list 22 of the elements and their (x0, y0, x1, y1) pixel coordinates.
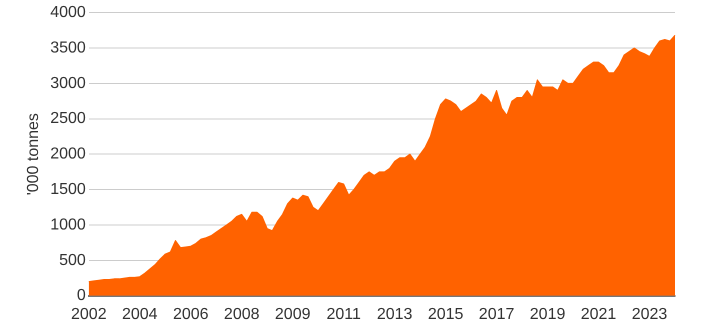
x-tick-label: 2013 (376, 306, 413, 323)
y-tick-label: 500 (59, 252, 86, 269)
x-tick-label: 2009 (274, 306, 311, 323)
x-tick-label: 2023 (632, 306, 668, 323)
x-tick-label: 2011 (326, 306, 361, 323)
y-tick-label: 3000 (50, 74, 86, 92)
x-tick-label: 2002 (70, 306, 107, 323)
y-axis-title: '000 tonnes (25, 113, 42, 196)
y-tick-label: 2500 (50, 110, 86, 128)
x-tick-label: 2004 (122, 306, 158, 323)
y-tick-label: 3500 (50, 39, 86, 56)
x-tick-label: 2008 (224, 306, 260, 323)
y-tick-label: 2000 (50, 146, 86, 163)
y-tick-label: 1500 (50, 181, 86, 198)
x-tick-label: 2021 (580, 306, 616, 323)
y-tick-label: 4000 (50, 4, 86, 22)
y-tick-label: 0 (76, 287, 86, 304)
x-tick-label: 2017 (478, 306, 514, 323)
y-tick-label: 1000 (50, 216, 86, 234)
x-tick-label: 2015 (428, 306, 464, 323)
x-tick-label: 2019 (530, 306, 566, 323)
x-tick-label: 2006 (172, 306, 209, 323)
